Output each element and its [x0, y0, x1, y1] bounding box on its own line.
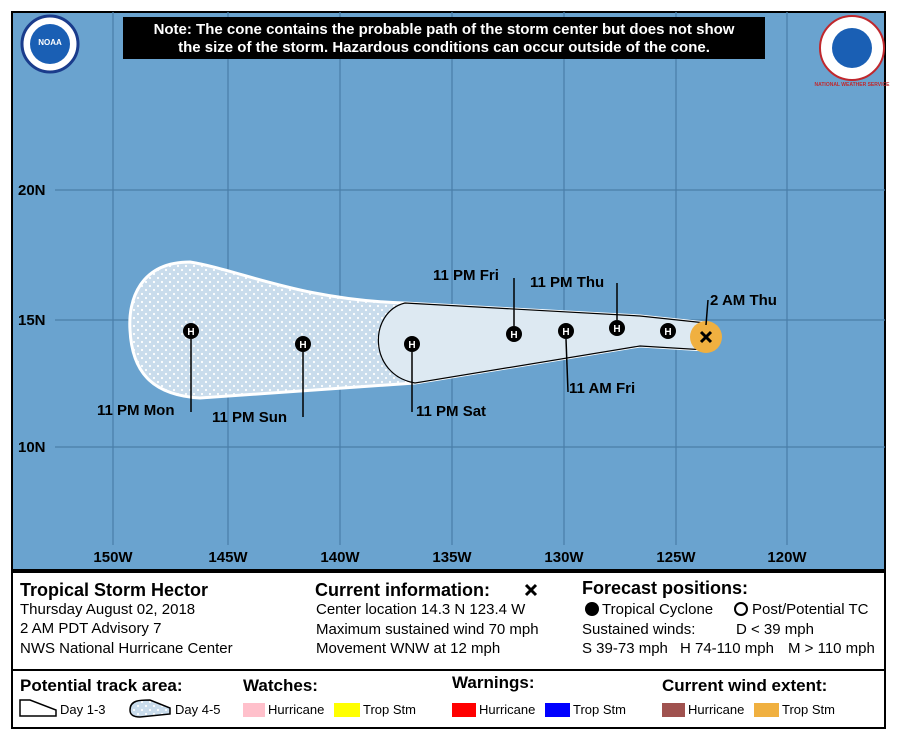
graticule [55, 12, 885, 545]
forecast-key: D < 39 mph [736, 621, 814, 638]
info-panel [11, 571, 886, 729]
swatch [754, 703, 779, 717]
marker-letter: H [562, 327, 569, 338]
marker-letter: H [299, 340, 306, 351]
lon-label: 125W [656, 549, 696, 566]
legend-title: Watches: [243, 676, 318, 695]
forecast-marker [183, 323, 199, 339]
current-symbol [524, 583, 538, 597]
marker-letter: H [187, 327, 194, 338]
cone-day-1-3 [377, 302, 707, 384]
legend-title: Warnings: [452, 673, 534, 692]
position-label: 11 PM Sun [212, 409, 287, 426]
forecast-marker [558, 323, 574, 339]
day13-icon [19, 699, 57, 717]
legend-item: Day 4-5 [175, 702, 221, 717]
marker-letter: H [613, 324, 620, 335]
marker-letter: H [510, 330, 517, 341]
lon-label: 140W [320, 549, 360, 566]
storm-date: Thursday August 02, 2018 [20, 601, 195, 618]
swatch [334, 703, 360, 717]
position-label: 11 PM Mon [97, 402, 175, 419]
forecast-key: Post/Potential TC [752, 601, 869, 618]
note-line: Note: The cone contains the probable pat… [154, 21, 735, 38]
forecast-marker [404, 336, 420, 352]
tc-symbol [585, 602, 599, 616]
forecast-title: Forecast positions: [582, 578, 748, 598]
marker-letter: H [408, 340, 415, 351]
forecast-marker [609, 320, 625, 336]
forecast-key: Sustained winds: [582, 621, 695, 638]
legend-title: Potential track area: [20, 676, 183, 695]
legend-item: Hurricane [268, 702, 324, 717]
storm-office: NWS National Hurricane Center [20, 640, 233, 657]
nws-logo-inner [832, 28, 872, 68]
forecast-key: S 39-73 mph [582, 640, 668, 657]
lat-label: 15N [18, 312, 46, 329]
current-info-line: Maximum sustained wind 70 mph [316, 621, 539, 638]
position-label: 11 PM Fri [433, 267, 499, 284]
noaa-logo-inner [30, 24, 70, 64]
storm-advisory: 2 AM PDT Advisory 7 [20, 620, 161, 637]
position-label: 11 PM Thu [530, 274, 604, 291]
legend-item: Hurricane [479, 702, 535, 717]
lon-label: 130W [544, 549, 584, 566]
legend-item: Hurricane [688, 702, 744, 717]
forecast-marker [506, 326, 522, 342]
legend-title: Current wind extent: [662, 676, 827, 695]
marker-letter: H [664, 327, 671, 338]
current-info-title: Current information: [315, 580, 490, 600]
leader-line [565, 338, 569, 393]
position-label: 11 PM Sat [416, 403, 486, 420]
lon-label: 150W [93, 549, 133, 566]
forecast-key: Tropical Cyclone [602, 601, 713, 618]
noaa-logo-text: NOAA [38, 38, 62, 47]
lon-label: 120W [767, 549, 807, 566]
forecast-key: M > 110 mph [788, 640, 875, 657]
legend-item: Trop Stm [782, 702, 835, 717]
legend-item: Day 1-3 [60, 702, 106, 717]
current-position [699, 330, 713, 344]
forecast-marker [660, 323, 676, 339]
lon-label: 135W [432, 549, 472, 566]
nws-logo-text: NATIONAL WEATHER SERVICE [815, 82, 891, 88]
legend-item: Trop Stm [573, 702, 626, 717]
forecast-marker [295, 336, 311, 352]
legend-item: Trop Stm [363, 702, 416, 717]
storm-name: Tropical Storm Hector [20, 580, 208, 600]
post-tc-symbol [734, 602, 748, 616]
leader-line [705, 299, 709, 326]
forecast-key: H 74-110 mph [680, 640, 774, 657]
current-info-line: Center location 14.3 N 123.4 W [316, 601, 526, 618]
note-box [123, 17, 765, 59]
note-line: the size of the storm. Hazardous conditi… [178, 39, 710, 56]
position-label: 11 AM Fri [569, 380, 635, 397]
swatch [662, 703, 685, 717]
position-label: 2 AM Thu [710, 292, 777, 309]
swatch [243, 703, 265, 717]
swatch [452, 703, 476, 717]
lat-label: 10N [18, 439, 46, 456]
lon-label: 145W [208, 549, 248, 566]
day45-icon [129, 699, 171, 718]
lat-label: 20N [18, 182, 46, 199]
swatch [545, 703, 570, 717]
current-info-line: Movement WNW at 12 mph [316, 640, 500, 657]
